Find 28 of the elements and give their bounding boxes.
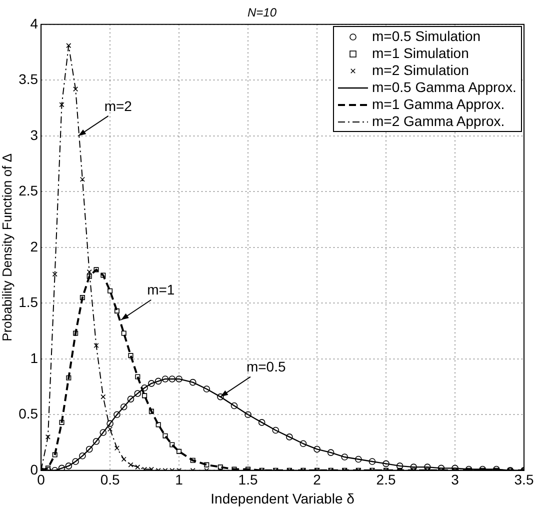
legend-label: m=0.5 Simulation [372,28,481,46]
x-tick-label: 0.5 [100,472,120,488]
x-tick-label: 1 [175,472,184,488]
legend-label: m=0.5 Gamma Approx. [372,79,516,96]
annotation: m=0.5 [246,358,286,375]
x-tick-label: 1.5 [238,472,258,488]
x-tick-label: 3.5 [514,472,534,488]
legend-label: m=1 Gamma Approx. [372,96,505,114]
y-tick-label: 1 [30,350,38,366]
legend-label: m=1 Simulation [372,45,469,62]
chart-title: N=10 [247,6,277,20]
y-tick-label: 2.5 [18,182,38,199]
x-axis-title: Independent Variable δ [210,490,355,506]
y-tick-label: 0 [30,461,38,478]
annotation: m=1 [147,282,175,298]
legend-label: m=2 Simulation [372,62,469,80]
y-axis-title: Probability Density Function of Δ [0,153,14,342]
x-tick-label: 2 [313,472,322,488]
x-tick-label: 3 [451,472,460,488]
annotation: m=2 [104,98,132,114]
y-tick-label: 3 [30,126,38,143]
x-tick-label: 2.5 [376,472,396,488]
y-tick-label: 0.5 [18,406,38,422]
y-tick-label: 3.5 [18,71,38,88]
y-tick-label: 1.5 [18,294,38,310]
y-tick-label: 2 [30,238,38,254]
y-tick-label: 4 [30,15,38,32]
legend-label: m=2 Gamma Approx. [372,113,505,130]
